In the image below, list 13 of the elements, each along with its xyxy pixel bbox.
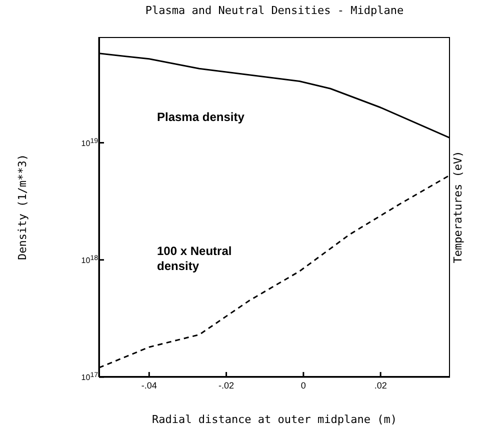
y2-axis-title: Temperatures (eV) [452,150,464,264]
x-tick-label: -.02 [218,380,234,390]
y-tick-label: 10$^{19}$ [81,137,98,148]
x-tick-label: -.04 [141,380,157,390]
x-axis-title: Radial distance at outer midplane (m) [152,413,398,426]
annotation: Plasma density [157,110,244,125]
chart-title: Plasma and Neutral Densities - Midplane [144,4,405,17]
y-axis-title: Density (1/m**3) [16,154,29,260]
y-tick-label: 10$^{17}$ [81,372,98,382]
x-tick-label: .02 [374,380,387,390]
annotation: 100 x Neutral density [157,244,232,274]
x-tick-label: 0 [300,380,306,390]
y-tick-label: 10$^{18}$ [81,254,98,265]
